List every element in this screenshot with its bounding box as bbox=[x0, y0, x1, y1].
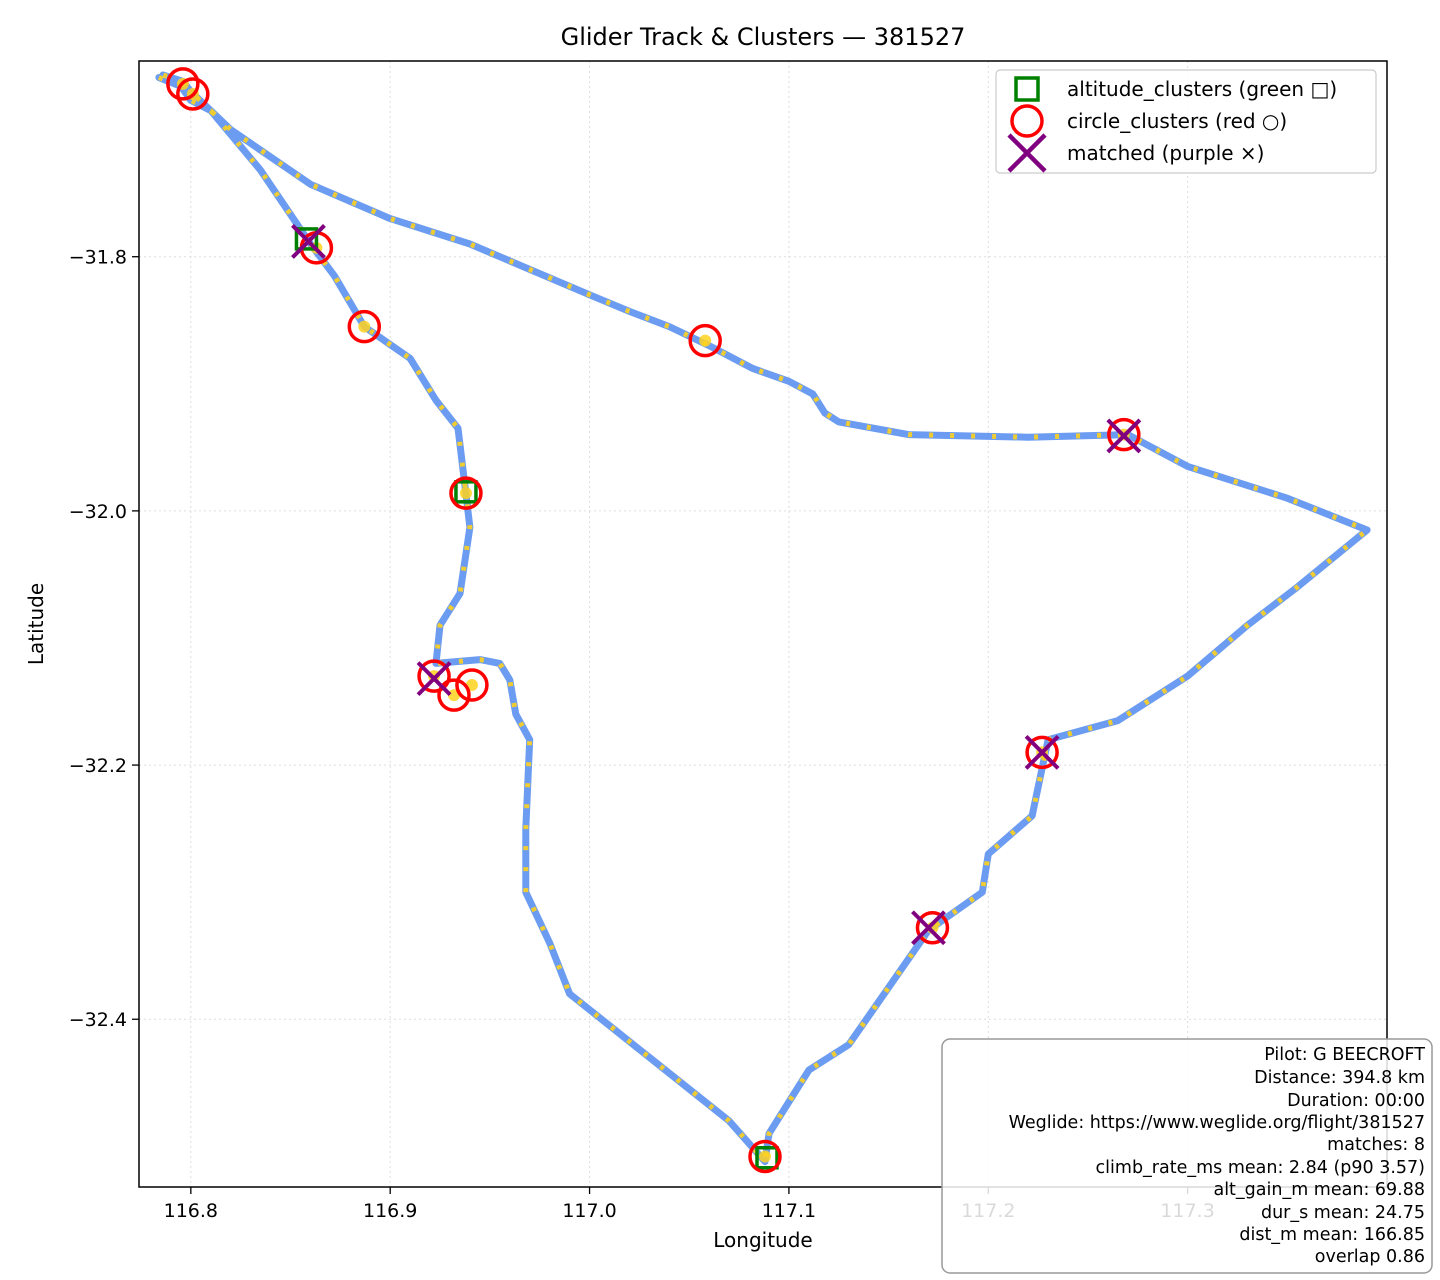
stats-duration-mean: dur_s mean: 24.75 bbox=[1261, 1203, 1425, 1223]
y-tick-label: −32.4 bbox=[69, 1009, 127, 1031]
y-tick-label: −32.2 bbox=[69, 755, 127, 777]
legend-matched-label: matched (purple ×) bbox=[1067, 141, 1264, 165]
stats-distance: Distance: 394.8 km bbox=[1254, 1068, 1425, 1088]
cluster-markers bbox=[166, 67, 1142, 1174]
matched-stroke-b bbox=[911, 910, 946, 946]
matched-marker bbox=[1024, 734, 1060, 770]
legend-altitude-marker bbox=[1014, 76, 1040, 102]
stats-frame bbox=[941, 1038, 1433, 1274]
matched-marker bbox=[911, 910, 946, 946]
matched-stroke-b bbox=[291, 224, 326, 259]
circle-cluster-marker bbox=[1107, 417, 1141, 452]
circle-cluster-marker bbox=[347, 309, 382, 344]
circling-clump bbox=[758, 1150, 771, 1163]
y-tick-label: −31.8 bbox=[69, 247, 127, 269]
track-line bbox=[155, 71, 1371, 1166]
track-highlight bbox=[157, 72, 1372, 1168]
grid bbox=[139, 61, 1387, 1187]
altitude-cluster-marker bbox=[294, 227, 319, 251]
circle-cluster-marker bbox=[1025, 735, 1059, 770]
legend-altitude-label: altitude_clusters (green □) bbox=[1067, 77, 1337, 101]
legend: altitude_clusters (green □) circle_clust… bbox=[995, 69, 1377, 174]
stats-weglide: Weglide: https://www.weglide.org/flight/… bbox=[1009, 1113, 1425, 1133]
matched-marker bbox=[291, 224, 326, 259]
stats-distance-mean: dist_m mean: 166.85 bbox=[1239, 1225, 1425, 1245]
matched-stroke-b bbox=[416, 661, 452, 697]
legend-matched-marker bbox=[1007, 133, 1047, 173]
altitude-cluster-marker bbox=[755, 1146, 779, 1170]
legend-circle-label: circle_clusters (red ○) bbox=[1067, 109, 1287, 133]
stats-climb-rate: climb_rate_ms mean: 2.84 (p90 3.57) bbox=[1096, 1158, 1425, 1178]
x-tick-label: 117.1 bbox=[762, 1200, 816, 1222]
stats-overlap: overlap 0.86 bbox=[1315, 1247, 1425, 1267]
stats-pilot: Pilot: G BEECROFT bbox=[1264, 1045, 1425, 1065]
stats-duration: Duration: 00:00 bbox=[1287, 1091, 1425, 1111]
circle-cluster-marker bbox=[449, 476, 483, 510]
circle-cluster-marker bbox=[417, 659, 451, 693]
legend-circle-marker bbox=[1010, 104, 1044, 138]
y-axis-label: Latitude bbox=[24, 583, 48, 665]
plot-frame bbox=[138, 60, 1388, 1188]
circling-clump bbox=[699, 334, 712, 347]
stats-box: Pilot: G BEECROFT Distance: 394.8 km Dur… bbox=[941, 1038, 1433, 1274]
circle-cluster-marker bbox=[915, 910, 950, 945]
circle-cluster-marker bbox=[688, 323, 722, 358]
matched-marker bbox=[1106, 418, 1142, 454]
x-tick-label: 116.9 bbox=[363, 1200, 417, 1222]
altitude-cluster-marker bbox=[454, 480, 478, 504]
stats-alt-gain: alt_gain_m mean: 69.88 bbox=[1213, 1180, 1425, 1200]
circle-cluster-marker bbox=[455, 668, 489, 702]
circle-cluster-marker bbox=[748, 1139, 782, 1174]
chart-title: Glider Track & Clusters — 381527 bbox=[561, 23, 966, 51]
legend-frame bbox=[995, 69, 1377, 174]
circle-cluster-marker bbox=[437, 678, 471, 712]
circle-cluster-marker bbox=[166, 67, 200, 101]
matched-marker bbox=[416, 661, 452, 697]
circle-cluster-marker bbox=[176, 77, 210, 111]
stats-matches: matches: 8 bbox=[1327, 1135, 1425, 1155]
matched-stroke-b bbox=[1024, 734, 1060, 770]
circling-clump bbox=[358, 320, 371, 333]
x-tick-label: 116.8 bbox=[164, 1200, 218, 1222]
circling-clump bbox=[459, 487, 472, 500]
y-tick-label: −32.0 bbox=[69, 501, 127, 523]
x-tick-label: 117.0 bbox=[562, 1200, 616, 1222]
flight-track bbox=[155, 71, 1372, 1168]
matched-stroke-b bbox=[1106, 418, 1142, 454]
x-axis-label: Longitude bbox=[713, 1228, 812, 1252]
